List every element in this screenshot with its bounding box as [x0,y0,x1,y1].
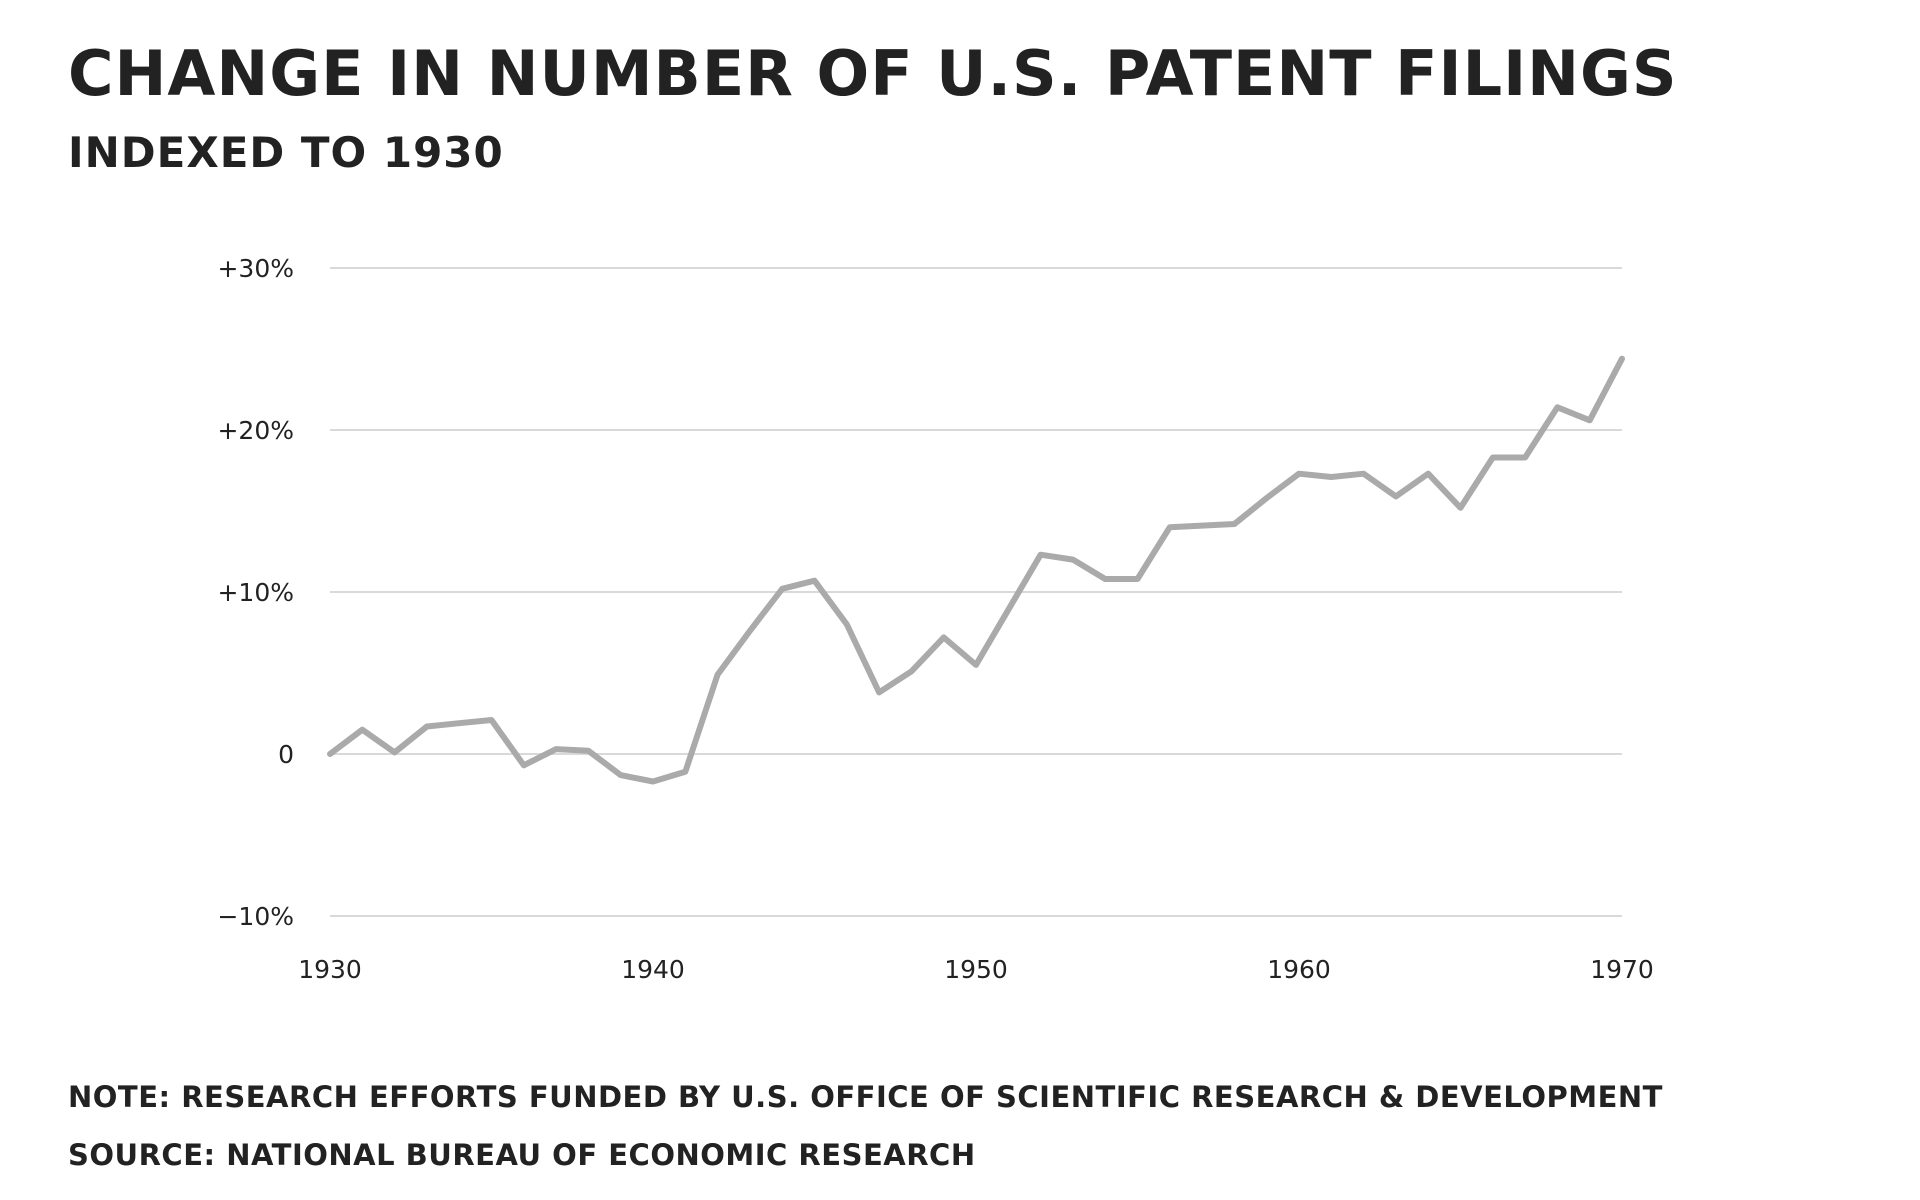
chart-note: NOTE: RESEARCH EFFORTS FUNDED BY U.S. OF… [68,1080,1663,1114]
series-line [327,355,1625,785]
line-chart: +30% +20% +10% 0 −10% 1930 1940 1950 1960 1970 [217,254,1654,984]
y-tick-label: +30% [217,254,294,283]
y-axis-ticks: +30% +20% +10% 0 −10% [217,254,294,931]
x-tick-label: 1940 [621,955,685,984]
x-tick-label: 1970 [1590,955,1654,984]
chart-source: SOURCE: NATIONAL BUREAU OF ECONOMIC RESE… [68,1138,976,1172]
x-tick-label: 1930 [298,955,362,984]
x-tick-label: 1950 [944,955,1008,984]
y-tick-label: +20% [217,416,294,445]
chart-title: CHANGE IN NUMBER OF U.S. PATENT FILINGS [68,37,1678,110]
y-tick-label: +10% [217,578,294,607]
gridlines [330,267,1622,917]
chart-subtitle: INDEXED TO 1930 [68,128,504,177]
x-tick-label: 1960 [1267,955,1331,984]
y-tick-label: 0 [278,740,294,769]
y-tick-label: −10% [217,902,294,931]
x-axis-ticks: 1930 1940 1950 1960 1970 [298,955,1654,984]
series-layer [327,355,1625,785]
